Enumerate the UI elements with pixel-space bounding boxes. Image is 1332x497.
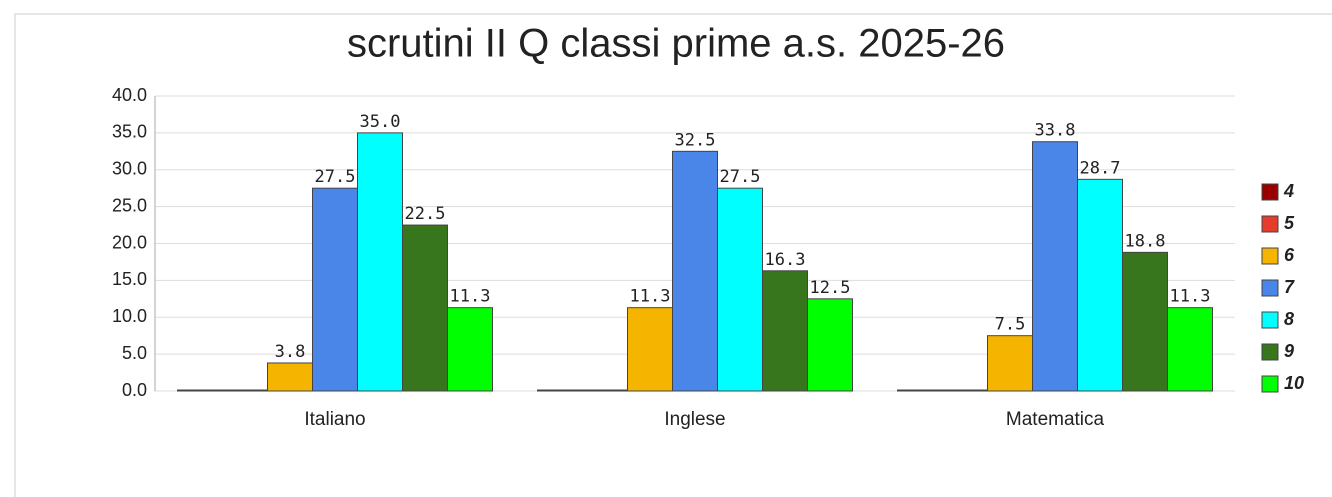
y-tick-label: 15.0 [112, 269, 147, 289]
bar [357, 132, 403, 392]
value-label: 11.3 [630, 287, 671, 307]
y-tick-label: 20.0 [112, 232, 147, 252]
bar [402, 224, 448, 392]
legend-label: 10 [1284, 373, 1304, 393]
y-tick-label: 25.0 [112, 195, 147, 215]
y-tick-label: 5.0 [122, 343, 147, 363]
bar [447, 307, 493, 392]
y-tick-label: 10.0 [112, 306, 147, 326]
bar [1122, 251, 1168, 392]
value-label: 35.0 [360, 112, 401, 132]
frame [14, 13, 1332, 497]
legend-swatch [1261, 311, 1279, 329]
value-label: 12.5 [810, 278, 851, 298]
value-label: 11.3 [1170, 287, 1211, 307]
y-tick-label: 0.0 [122, 380, 147, 400]
legend-label: 8 [1284, 309, 1294, 329]
value-label: 18.8 [1125, 231, 1166, 251]
bar [582, 389, 628, 392]
value-label: 22.5 [405, 204, 446, 224]
bar [1032, 141, 1078, 392]
bar [222, 389, 268, 392]
legend-label: 4 [1283, 181, 1294, 201]
legend-swatch [1261, 279, 1279, 297]
bar [987, 335, 1033, 392]
legend-swatch [1261, 343, 1279, 361]
value-label: 27.5 [315, 167, 356, 187]
value-label: 33.8 [1035, 121, 1076, 141]
bar [807, 298, 853, 392]
bar [672, 150, 718, 392]
value-label: 11.3 [450, 287, 491, 307]
legend-swatch [1261, 247, 1279, 265]
x-tick-label: Matematica [1006, 409, 1105, 430]
legend-swatch [1261, 215, 1279, 233]
bar [897, 389, 943, 392]
legend-label: 9 [1284, 341, 1294, 361]
legend-label: 6 [1284, 245, 1295, 265]
y-tick-label: 30.0 [112, 159, 147, 179]
legend-label: 7 [1284, 277, 1295, 297]
y-tick-label: 35.0 [112, 122, 147, 142]
bar [1077, 178, 1123, 392]
bar [537, 389, 583, 392]
bar [1167, 307, 1213, 392]
value-label: 27.5 [720, 167, 761, 187]
value-label: 32.5 [675, 130, 716, 150]
value-label: 16.3 [765, 250, 806, 270]
legend-swatch [1261, 183, 1279, 201]
legend-swatch [1261, 375, 1279, 393]
bar [762, 270, 808, 392]
bar [942, 389, 988, 392]
x-tick-label: Inglese [664, 409, 725, 430]
bar [267, 362, 313, 392]
x-tick-label: Italiano [304, 409, 365, 430]
bar [177, 389, 223, 392]
value-label: 7.5 [995, 315, 1026, 335]
bar [717, 187, 763, 392]
value-label: 28.7 [1080, 158, 1121, 178]
value-label: 3.8 [275, 342, 306, 362]
bar [627, 307, 673, 392]
legend-label: 5 [1284, 213, 1295, 233]
bar [312, 187, 358, 392]
y-tick-label: 40.0 [112, 85, 147, 105]
chart-title: scrutini II Q classi prime a.s. 2025-26 [347, 22, 1005, 66]
